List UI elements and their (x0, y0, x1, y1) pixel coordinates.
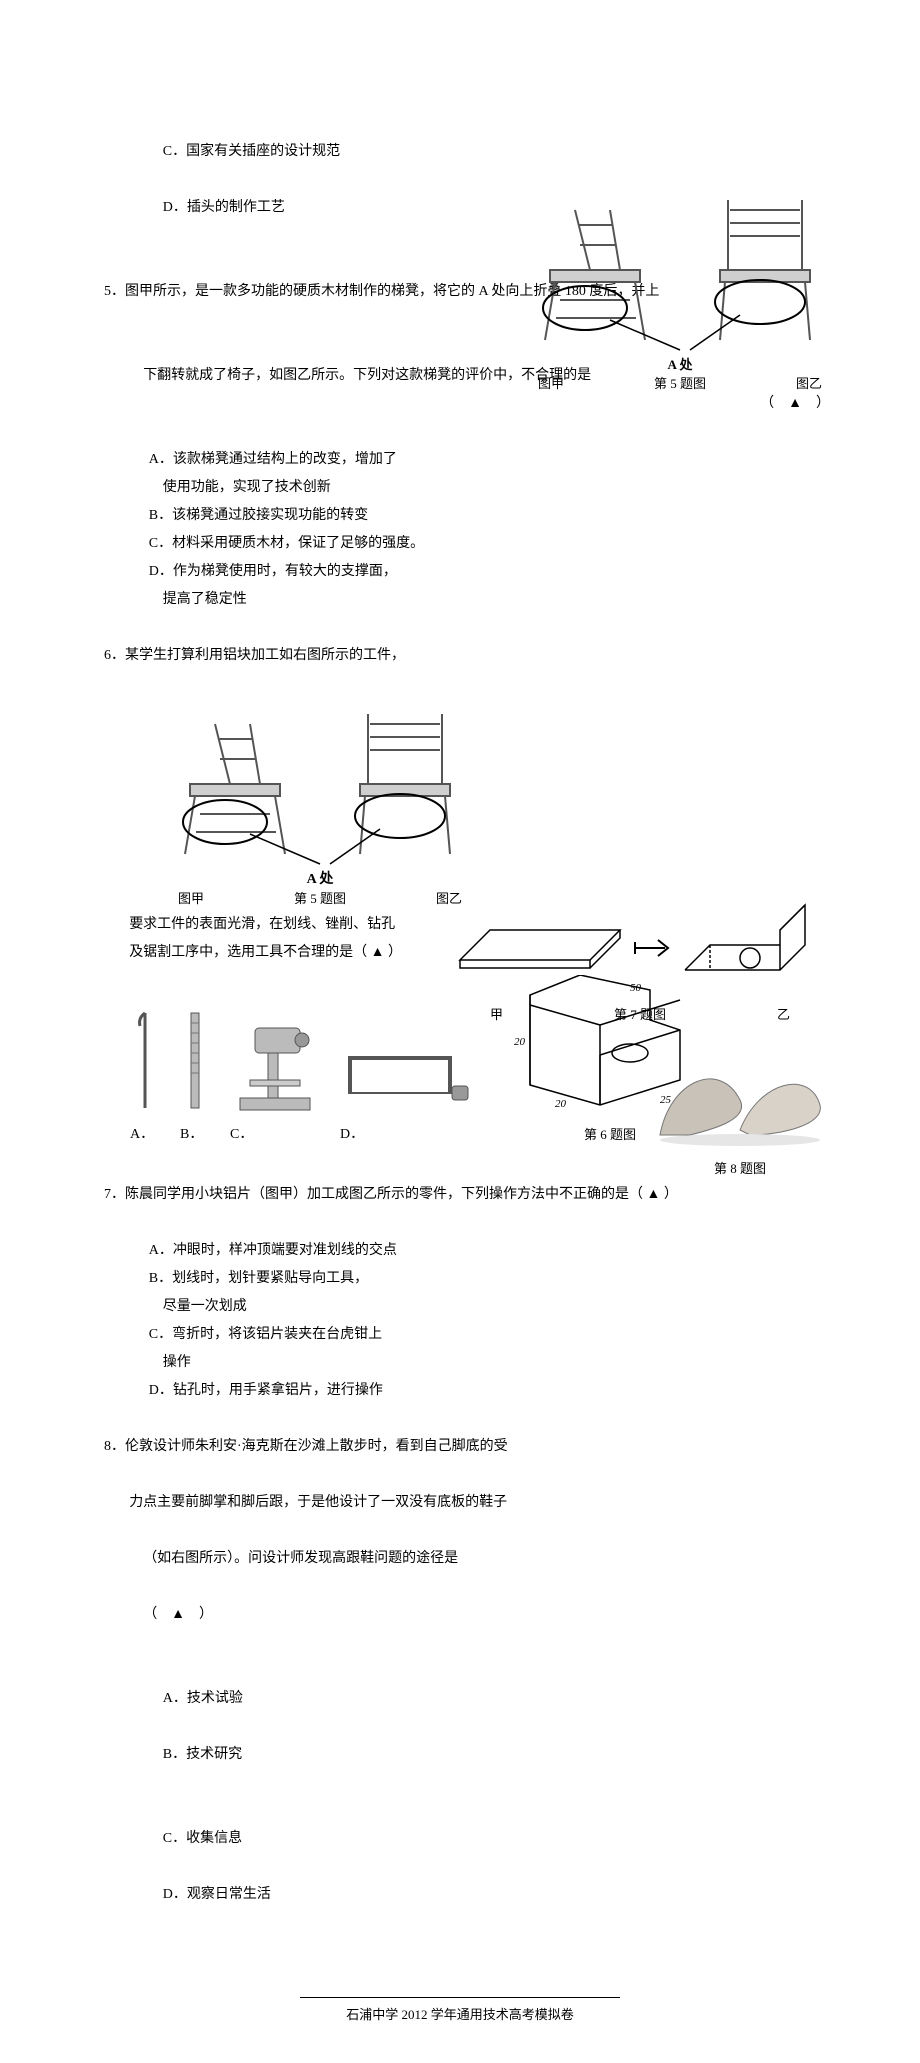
shoe-icon (650, 1050, 830, 1150)
dim-20a: 20 (514, 1036, 526, 1048)
q6-number: 6． (104, 648, 125, 663)
q7-cap-right: 乙 (777, 1004, 790, 1023)
q6-dup-cap-left: 图甲 (178, 888, 204, 907)
q5-cap-mid: 第 5 题图 (654, 373, 706, 392)
q5-opt-d1: D．作为梯凳使用时，有较大的支撑面， (90, 558, 830, 586)
q6-dup-figure-svg (170, 704, 470, 874)
q8-line3-row: （如右图所示）。问设计师发现高跟鞋问题的途径是 （ ▲ ） (90, 1517, 830, 1657)
q8-opt-c: C．收集信息 (163, 1831, 242, 1846)
q8-line1-row: 8．伦敦设计师朱利安·海克斯在沙滩上散步时，看到自己脚底的受 (90, 1405, 830, 1489)
q7-figure: 甲 第 7 题图 乙 (440, 890, 840, 1023)
page-footer: 石浦中学 2012 学年通用技术高考模拟卷 (90, 1997, 830, 2023)
tap-icon (180, 1008, 210, 1118)
q5-opt-d2: 提高了稳定性 (90, 586, 830, 614)
q8-stem-l1: 伦敦设计师朱利安·海克斯在沙滩上散步时，看到自己脚底的受 (125, 1439, 508, 1454)
q8-number: 8． (104, 1439, 125, 1454)
q5-opt-a2: 使用功能，实现了技术创新 (90, 474, 830, 502)
q4-opt-c: C．国家有关插座的设计规范 (163, 144, 340, 159)
q8-figure: 第 8 题图 (640, 1050, 840, 1177)
q6-tool-a: A． (130, 1008, 160, 1143)
q6-tool-b: B． (180, 1008, 210, 1143)
q8-opts-ab: A．技术试验 B．技术研究 (90, 1657, 830, 1797)
q7-opt-b1: B．划线时，划针要紧贴导向工具， (90, 1265, 830, 1293)
q5-opt-c: C．材料采用硬质木材，保证了足够的强度。 (90, 530, 830, 558)
dim-20b: 20 (555, 1098, 567, 1110)
q7-stem: 陈晨同学用小块铝片（图甲）加工成图乙所示的零件，下列操作方法中不正确的是（ ▲ … (125, 1187, 678, 1202)
q8-stem-l2: 力点主要前脚掌和脚后跟，于是他设计了一双没有底板的鞋子 (90, 1489, 830, 1517)
q7-number: 7． (104, 1187, 125, 1202)
drill-press-icon (230, 1008, 320, 1118)
q8-opt-d: D．观察日常生活 (163, 1887, 271, 1902)
q7-opt-d: D．钻孔时，用手紧拿铝片，进行操作 (90, 1377, 830, 1405)
q6-stem-line1-row: 6．某学生打算利用铝块加工如右图所示的工件， (90, 614, 830, 698)
q8-fig-caption: 第 8 题图 (640, 1158, 840, 1177)
q4-opt-d: D．插头的制作工艺 (163, 200, 285, 215)
q5-figure: A 处 图甲 第 5 题图 图乙 (520, 190, 840, 392)
q6-dup-label-a: A 处 (160, 868, 480, 888)
q7-opt-c1: C．弯折时，将该铝片装夹在台虎钳上 (90, 1321, 830, 1349)
q7-opt-a: A．冲眼时，样冲顶端要对准划线的交点 (90, 1237, 830, 1265)
footer-rule (300, 1997, 620, 1998)
hacksaw-icon (340, 1038, 470, 1118)
q5-opt-a1: A．该款梯凳通过结构上的改变，增加了 (90, 446, 830, 474)
q5-number: 5． (104, 284, 125, 299)
q5-blank-mark: （ ▲ ） (760, 390, 830, 418)
q5-opt-b: B．该梯凳通过胶接实现功能的转变 (90, 502, 830, 530)
q8-opt-b: B．技术研究 (163, 1747, 242, 1762)
q5-cap-right: 图乙 (796, 373, 822, 392)
q7-opt-b2: 尽量一次划成 (90, 1293, 830, 1321)
q6-dup-figure: A 处 图甲 第 5 题图 图乙 (160, 704, 480, 907)
q8-opts-cd: C．收集信息 D．观察日常生活 (90, 1797, 830, 1937)
q5-label-a: A 处 (520, 354, 840, 373)
q8-blank-mark: （ ▲ ） (143, 1607, 213, 1622)
scriber-icon (130, 1008, 160, 1118)
q5-cap-left: 图甲 (538, 373, 564, 392)
q7-cap-left: 甲 (490, 1004, 503, 1023)
q6-dup-cap-mid: 第 5 题图 (294, 888, 346, 907)
q7-cap-mid: 第 7 题图 (614, 1004, 666, 1023)
q8-opt-a: A．技术试验 (163, 1691, 243, 1706)
footer-text: 石浦中学 2012 学年通用技术高考模拟卷 (346, 2007, 574, 2022)
q8-stem-l3: （如右图所示）。问设计师发现高跟鞋问题的途径是 (143, 1551, 458, 1566)
q5-figure-svg (530, 190, 830, 360)
q7-opt-c2: 操作 (90, 1349, 830, 1377)
q6-tool-d: D． (340, 1038, 470, 1143)
q6-stem-line1: 某学生打算利用铝块加工如右图所示的工件， (125, 648, 405, 663)
q6-tool-c: C． (230, 1008, 320, 1143)
q7-figure-svg (450, 890, 830, 1000)
